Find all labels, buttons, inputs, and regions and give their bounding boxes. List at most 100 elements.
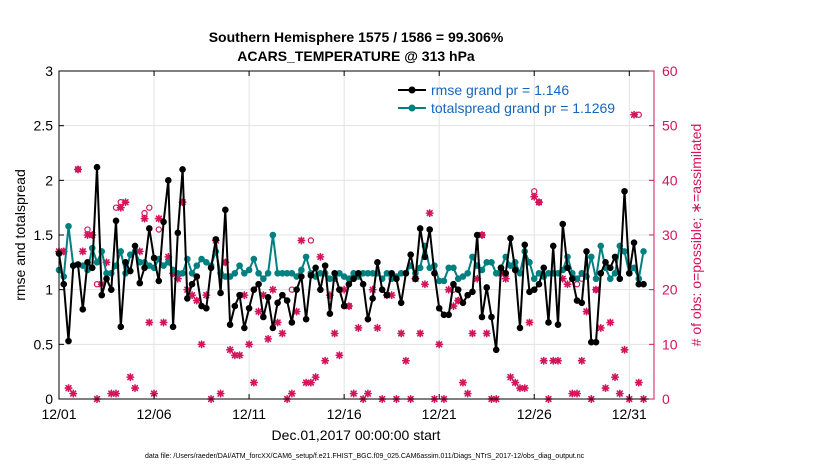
rmse-point-65 xyxy=(364,315,372,323)
assimilated-marker-96 xyxy=(511,378,520,387)
spread-point-8 xyxy=(93,259,101,266)
x-tick-label-5: 12/26 xyxy=(517,406,552,422)
rmse-point-100 xyxy=(530,286,538,293)
rmse-point-118 xyxy=(616,275,624,283)
rmse-point-111 xyxy=(583,248,590,255)
rmse-point-57 xyxy=(326,310,334,318)
spread-point-85 xyxy=(459,273,467,280)
spread-point-83 xyxy=(450,264,457,272)
rmse-point-63 xyxy=(355,269,362,277)
assimilated-marker-85 xyxy=(458,378,467,387)
rmse-point-115 xyxy=(602,259,609,266)
rmse-point-72 xyxy=(397,299,405,307)
assimilated-marker-5 xyxy=(78,247,87,256)
spread-point-39 xyxy=(241,269,248,277)
assimilated-marker-111 xyxy=(582,307,591,316)
rmse-point-107 xyxy=(564,264,571,272)
spread-point-28 xyxy=(188,269,196,277)
rmse-point-110 xyxy=(578,299,586,307)
x-axis-label: Dec.01,2017 00:00:00 start xyxy=(272,427,441,443)
assimilated-marker-105 xyxy=(554,356,563,365)
assimilated-marker-4 xyxy=(74,165,83,174)
rmse-point-73 xyxy=(402,269,410,277)
spread-point-114 xyxy=(597,242,605,250)
assimilated-marker-58 xyxy=(330,329,339,338)
spread-point-52 xyxy=(302,253,310,261)
rmse-point-84 xyxy=(454,286,462,293)
rmse-point-29 xyxy=(193,273,201,280)
rmse-point-74 xyxy=(407,251,414,258)
rmse-point-26 xyxy=(179,166,186,173)
rmse-point-34 xyxy=(217,289,224,297)
rmse-point-114 xyxy=(597,269,605,277)
rmse-point-91 xyxy=(488,313,495,321)
rmse-point-25 xyxy=(174,229,182,237)
rmse-point-49 xyxy=(288,319,296,326)
spread-point-42 xyxy=(255,269,262,277)
rmse-point-15 xyxy=(126,267,134,275)
rmse-point-78 xyxy=(426,226,433,233)
assimilated-marker-12 xyxy=(112,389,121,398)
spread-point-81 xyxy=(440,277,448,285)
assimilated-marker-121 xyxy=(630,110,639,119)
series-lines xyxy=(55,163,647,354)
assimilated-marker-49 xyxy=(287,389,296,398)
rmse-point-48 xyxy=(283,297,291,304)
assimilated-marker-37 xyxy=(230,351,239,360)
spread-point-29 xyxy=(193,262,201,269)
spread-point-51 xyxy=(298,266,305,274)
spread-point-49 xyxy=(288,269,296,277)
rmse-point-66 xyxy=(369,295,376,302)
x-axis-ticks: 12/01 12/06 12/11 12/16 12/21 12/26 12/31 xyxy=(41,71,647,422)
chart-title-line2: ACARS_TEMPERATURE @ 313 hPa xyxy=(237,48,475,64)
rmse-point-93 xyxy=(497,264,505,272)
rmse-point-4 xyxy=(74,261,82,268)
rmse-point-82 xyxy=(445,311,452,319)
assimilated-marker-28 xyxy=(188,291,197,300)
rmse-point-88 xyxy=(473,231,481,239)
rmse-point-105 xyxy=(554,321,562,328)
left-tick-label-5: 2.5 xyxy=(34,118,54,134)
x-tick-label-0: 12/01 xyxy=(41,406,76,422)
rmse-point-46 xyxy=(274,299,281,307)
assimilated-marker-76 xyxy=(416,329,425,338)
rmse-point-80 xyxy=(435,304,443,312)
rmse-point-67 xyxy=(374,259,381,266)
rmse-point-22 xyxy=(160,218,167,226)
rmse-point-37 xyxy=(231,302,239,310)
assimilated-marker-98 xyxy=(520,384,529,393)
rmse-point-19 xyxy=(145,225,153,232)
assimilated-marker-51 xyxy=(297,236,306,245)
rmse-point-27 xyxy=(184,295,191,302)
assimilated-marker-44 xyxy=(264,334,273,343)
rmse-point-44 xyxy=(264,294,272,301)
possible-marker-8 xyxy=(146,204,153,211)
rmse-point-32 xyxy=(207,264,215,272)
right-tick-label-0: 0 xyxy=(662,391,670,407)
rmse-point-24 xyxy=(169,323,177,331)
rmse-point-95 xyxy=(507,234,514,242)
rmse-point-103 xyxy=(545,319,552,326)
assimilated-marker-117 xyxy=(611,373,620,382)
spread-point-92 xyxy=(492,269,500,277)
assimilated-marker-59 xyxy=(335,351,344,360)
assimilated-marker-77 xyxy=(420,280,429,289)
left-tick-label-3: 1.5 xyxy=(34,227,54,243)
rmse-point-92 xyxy=(492,346,500,354)
assimilated-marker-94 xyxy=(501,274,510,283)
data-file-footnote: data file: /Users/raeder/DAI/ATM_forcXX/… xyxy=(145,453,585,460)
assimilated-marker-67 xyxy=(373,323,382,332)
rmse-point-61 xyxy=(345,280,353,288)
assimilated-marker-16 xyxy=(131,384,140,393)
assimilated-marker-50 xyxy=(292,307,301,316)
rmse-point-16 xyxy=(131,242,139,250)
rmse-point-64 xyxy=(359,280,367,288)
assimilated-marker-55 xyxy=(316,252,325,261)
legend-marker-spread xyxy=(408,104,416,112)
spread-point-86 xyxy=(464,269,472,277)
rmse-point-106 xyxy=(559,220,567,228)
rmse-point-108 xyxy=(568,275,576,283)
assimilated-marker-2 xyxy=(64,384,73,393)
rmse-point-13 xyxy=(117,323,125,331)
assimilated-marker-42 xyxy=(254,307,263,316)
